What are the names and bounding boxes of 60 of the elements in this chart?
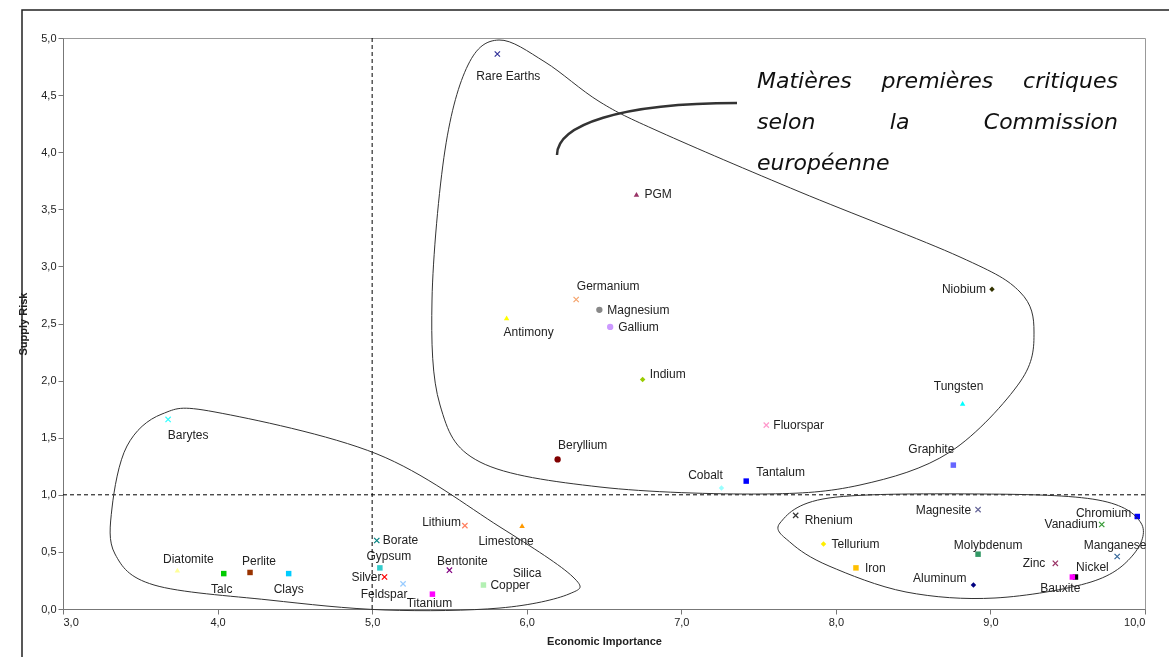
series-label: Clays [273, 581, 304, 596]
annotation: Matières premières critiques selon la Commission européenne [757, 67, 1118, 177]
x-axis-title: Economic Importance [547, 634, 662, 647]
series-label: Feldspar [360, 586, 408, 601]
x-tick-label: 7,0 [674, 615, 690, 628]
series-label: Lithium [422, 514, 461, 529]
series-label: Bentonite [437, 554, 489, 569]
series-label: Indium [649, 367, 686, 382]
series-label: Perlite [242, 554, 277, 569]
y-tick-label: 5,0 [41, 31, 57, 44]
series-label: PGM [644, 187, 672, 202]
series-label: Vanadium [1044, 517, 1098, 532]
x-tick-label: 4,0 [210, 615, 226, 628]
series-label: Tungsten [933, 379, 984, 394]
y-tick-label: 4,0 [41, 145, 57, 158]
x-tick-label: 10,0 [1124, 615, 1146, 628]
series-label: Rare Earths [476, 68, 541, 83]
y-tick-label: 2,0 [41, 374, 57, 387]
series-label: Tellurium [831, 536, 880, 551]
y-axis-title: Supply Risk [17, 291, 30, 356]
y-tick-label: 3,0 [41, 259, 57, 272]
series-label: Borate [382, 533, 419, 548]
series-label: Titanium [406, 596, 453, 611]
series-label: Antimony [503, 324, 554, 339]
y-tick-label: 1,5 [41, 431, 57, 444]
y-tick-label: 2,5 [41, 317, 57, 329]
series-label: Fluorspar [773, 418, 824, 433]
series-label: Gallium [618, 319, 659, 334]
series-label: Manganese [1083, 538, 1147, 553]
series-label: Germanium [576, 278, 640, 293]
series-label: Magnesium [607, 302, 670, 317]
series-label: Barytes [167, 428, 209, 443]
series-label: Talc [211, 581, 233, 596]
annotation: Silica [512, 566, 542, 580]
x-tick-label: 3,0 [63, 615, 79, 628]
y-tick-label: 0,5 [41, 545, 57, 558]
y-tick-label: 0,0 [41, 602, 57, 615]
y-tick-label: 1,0 [41, 488, 57, 501]
series-label: Silver [351, 570, 382, 585]
series-label: Graphite [908, 442, 955, 457]
series-label: Nickel [1076, 560, 1109, 575]
y-tick-label: 4,5 [41, 88, 57, 101]
series-label: Iron [864, 560, 886, 575]
series-label: Copper [490, 578, 530, 593]
x-tick-label: 6,0 [519, 615, 535, 628]
x-tick-label: 8,0 [828, 615, 845, 628]
series-label: Aluminum [913, 571, 967, 586]
series-label: Beryllium [557, 438, 608, 453]
series-label: Magnesite [915, 502, 972, 517]
series-label: Niobium [941, 282, 986, 297]
x-tick-label: 9,0 [983, 615, 999, 628]
series-label: Rhenium [804, 513, 853, 528]
series-label: Molybdenum [953, 538, 1023, 553]
series-label: Diatomite [163, 552, 215, 567]
series-label: Zinc [1022, 556, 1046, 571]
series-label: Cobalt [688, 467, 724, 482]
series-label: Tantalum [756, 465, 805, 480]
x-tick-label: 5,0 [364, 615, 381, 628]
y-tick-label: 3,5 [41, 202, 57, 215]
series-label: Gypsum [366, 548, 412, 563]
